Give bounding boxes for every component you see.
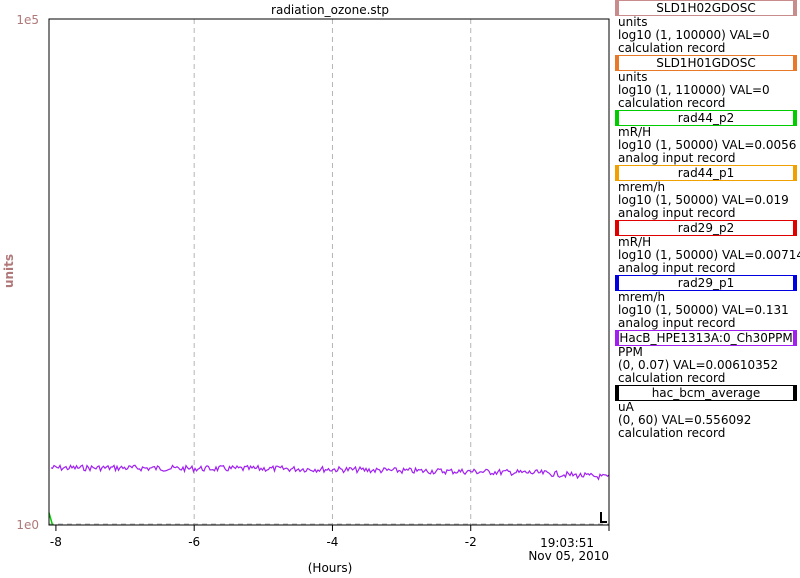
legend-units: units	[618, 70, 648, 84]
legend-trace-name[interactable]: rad44_p2	[615, 110, 797, 126]
legend-range: log10 (1, 50000) VAL=0.131	[618, 303, 789, 317]
date-label: Nov 05, 2010	[528, 549, 609, 563]
legend-type: analog input record	[618, 316, 736, 330]
legend-units: units	[618, 15, 648, 29]
legend-type: calculation record	[618, 426, 726, 440]
legend: SLD1H02GDOSC units log10 (1, 100000) VAL=0…	[615, 0, 800, 440]
legend-units: mR/H	[618, 125, 652, 139]
legend-trace-name[interactable]: rad44_p1	[615, 165, 797, 181]
legend-range: log10 (1, 100000) VAL=0	[618, 28, 770, 42]
series-line-rad44-p2	[48, 512, 54, 526]
series-line-hacb-ppm	[50, 463, 610, 481]
grid-lines	[49, 19, 609, 525]
y-tick-label-top: 1e5	[16, 13, 39, 27]
chart-plot: radiation_ozone.stp units -8 -6 -4 -2 1e5 1…	[2, 3, 610, 575]
cursor-marker-icon	[600, 512, 607, 523]
legend-item[interactable]: rad44_p1 mrem/h log10 (1, 50000) VAL=0.019…	[615, 165, 800, 220]
legend-item[interactable]: rad29_p2 mR/H log10 (1, 50000) VAL=0.00714…	[615, 220, 800, 275]
legend-units: uA	[618, 400, 634, 414]
legend-type: analog input record	[618, 206, 736, 220]
time-label: 19:03:51	[540, 536, 594, 550]
x-tick-label: -6	[188, 535, 200, 549]
x-tick-label: -2	[465, 535, 477, 549]
x-axis-label: (Hours)	[308, 561, 353, 575]
legend-range: (0, 0.07) VAL=0.00610352	[618, 358, 779, 372]
legend-trace-name[interactable]: rad29_p1	[615, 275, 797, 291]
legend-type: analog input record	[618, 261, 736, 275]
legend-range: log10 (1, 50000) VAL=0.00714	[618, 248, 800, 262]
legend-item[interactable]: SLD1H01GDOSC units log10 (1, 110000) VAL=0…	[615, 55, 800, 110]
legend-trace-name[interactable]: hac_bcm_average	[615, 385, 797, 401]
legend-type: analog input record	[618, 151, 736, 165]
legend-trace-name[interactable]: SLD1H02GDOSC	[615, 0, 797, 16]
legend-trace-name[interactable]: rad29_p2	[615, 220, 797, 236]
plot-frame	[48, 18, 610, 526]
y-tick-label-bottom: 1e0	[16, 518, 39, 532]
legend-trace-name[interactable]: SLD1H01GDOSC	[615, 55, 797, 71]
x-tick-label: -8	[50, 535, 62, 549]
legend-trace-name[interactable]: HacB_HPE1313A:0_Ch30PPM	[615, 330, 797, 346]
legend-units: PPM	[618, 345, 643, 359]
legend-units: mrem/h	[618, 290, 666, 304]
chart-title: radiation_ozone.stp	[271, 3, 389, 17]
legend-units: mR/H	[618, 235, 652, 249]
legend-type: calculation record	[618, 371, 726, 385]
legend-item[interactable]: rad29_p1 mrem/h log10 (1, 50000) VAL=0.131…	[615, 275, 800, 330]
x-tick-label: -4	[326, 535, 338, 549]
legend-range: log10 (1, 50000) VAL=0.019	[618, 193, 789, 207]
legend-range: (0, 60) VAL=0.556092	[618, 413, 752, 427]
legend-units: mrem/h	[618, 180, 666, 194]
legend-item[interactable]: hac_bcm_average uA (0, 60) VAL=0.556092 cal…	[615, 385, 800, 440]
legend-type: calculation record	[618, 96, 726, 110]
legend-item[interactable]: HacB_HPE1313A:0_Ch30PPM PPM (0, 0.07) VAL=…	[615, 330, 800, 385]
legend-range: log10 (1, 110000) VAL=0	[618, 83, 770, 97]
tick-layer: -8 -6 -4 -2	[50, 512, 610, 549]
y-axis-label: units	[2, 254, 16, 288]
legend-item[interactable]: SLD1H02GDOSC units log10 (1, 100000) VAL=0…	[615, 0, 800, 55]
legend-range: log10 (1, 50000) VAL=0.0056	[618, 138, 797, 152]
series-layer	[48, 463, 610, 526]
legend-item[interactable]: rad44_p2 mR/H log10 (1, 50000) VAL=0.0056 a…	[615, 110, 800, 165]
legend-type: calculation record	[618, 41, 726, 55]
